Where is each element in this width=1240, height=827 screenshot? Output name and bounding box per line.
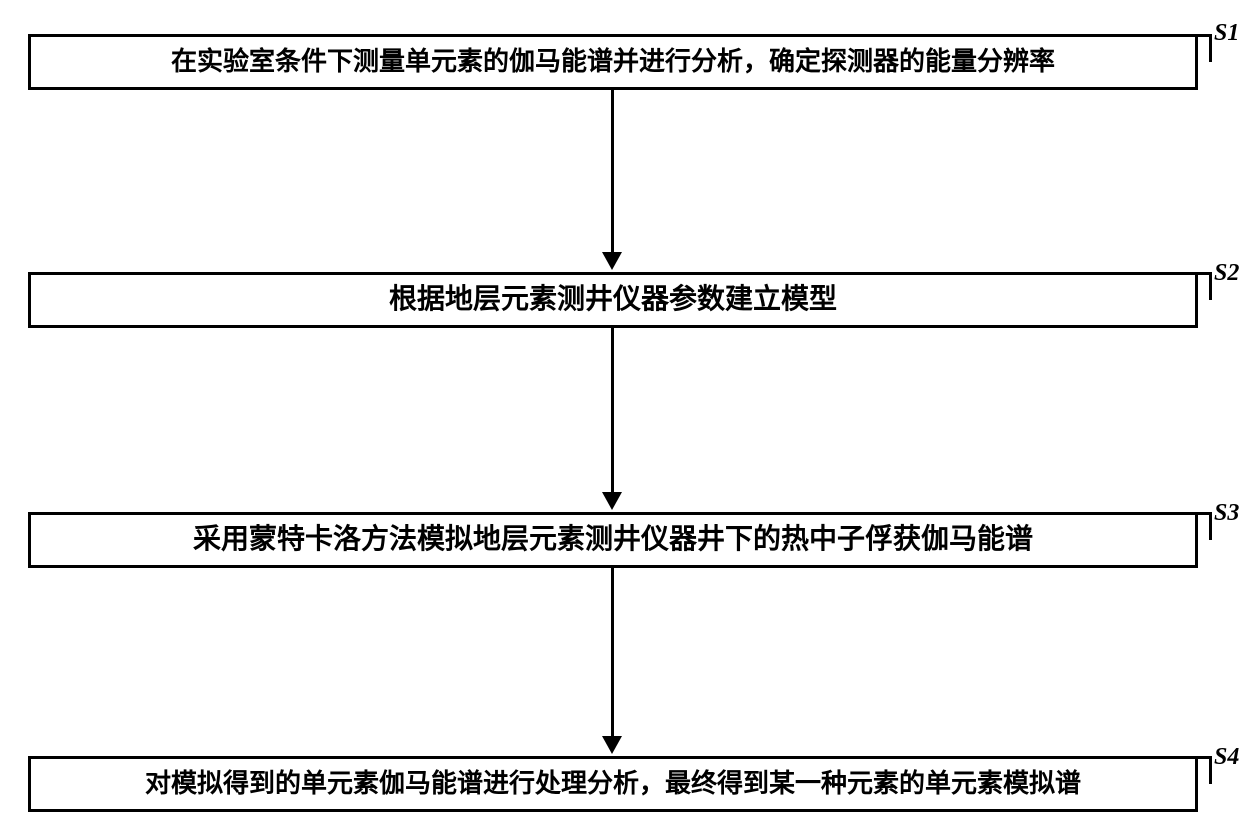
step-box-s2: 根据地层元素测井仪器参数建立模型: [28, 272, 1198, 328]
step-box-s4: 对模拟得到的单元素伽马能谱进行处理分析，最终得到某一种元素的单元素模拟谱: [28, 756, 1198, 812]
step-text-s2: 根据地层元素测井仪器参数建立模型: [389, 283, 837, 317]
step-text-s1: 在实验室条件下测量单元素的伽马能谱并进行分析，确定探测器的能量分辨率: [171, 46, 1055, 77]
arrow-s3-s4: [611, 568, 614, 738]
arrow-s1-s2: [611, 90, 614, 254]
step-text-s4: 对模拟得到的单元素伽马能谱进行处理分析，最终得到某一种元素的单元素模拟谱: [145, 768, 1081, 799]
label-connector-s3: [1198, 512, 1212, 540]
arrow-head-s2-s3: [602, 492, 622, 510]
arrow-head-s1-s2: [602, 252, 622, 270]
label-connector-s4: [1198, 756, 1212, 784]
step-label-s1: S1: [1214, 20, 1239, 47]
flowchart-container: 在实验室条件下测量单元素的伽马能谱并进行分析，确定探测器的能量分辨率 S1 根据…: [20, 20, 1220, 807]
step-label-s4: S4: [1214, 744, 1239, 771]
step-box-s1: 在实验室条件下测量单元素的伽马能谱并进行分析，确定探测器的能量分辨率: [28, 34, 1198, 90]
arrow-head-s3-s4: [602, 736, 622, 754]
step-box-s3: 采用蒙特卡洛方法模拟地层元素测井仪器井下的热中子俘获伽马能谱: [28, 512, 1198, 568]
step-label-s3: S3: [1214, 500, 1239, 527]
step-text-s3: 采用蒙特卡洛方法模拟地层元素测井仪器井下的热中子俘获伽马能谱: [193, 523, 1033, 557]
arrow-s2-s3: [611, 328, 614, 494]
label-connector-s2: [1198, 272, 1212, 300]
label-connector-s1: [1198, 34, 1212, 62]
step-label-s2: S2: [1214, 260, 1239, 287]
